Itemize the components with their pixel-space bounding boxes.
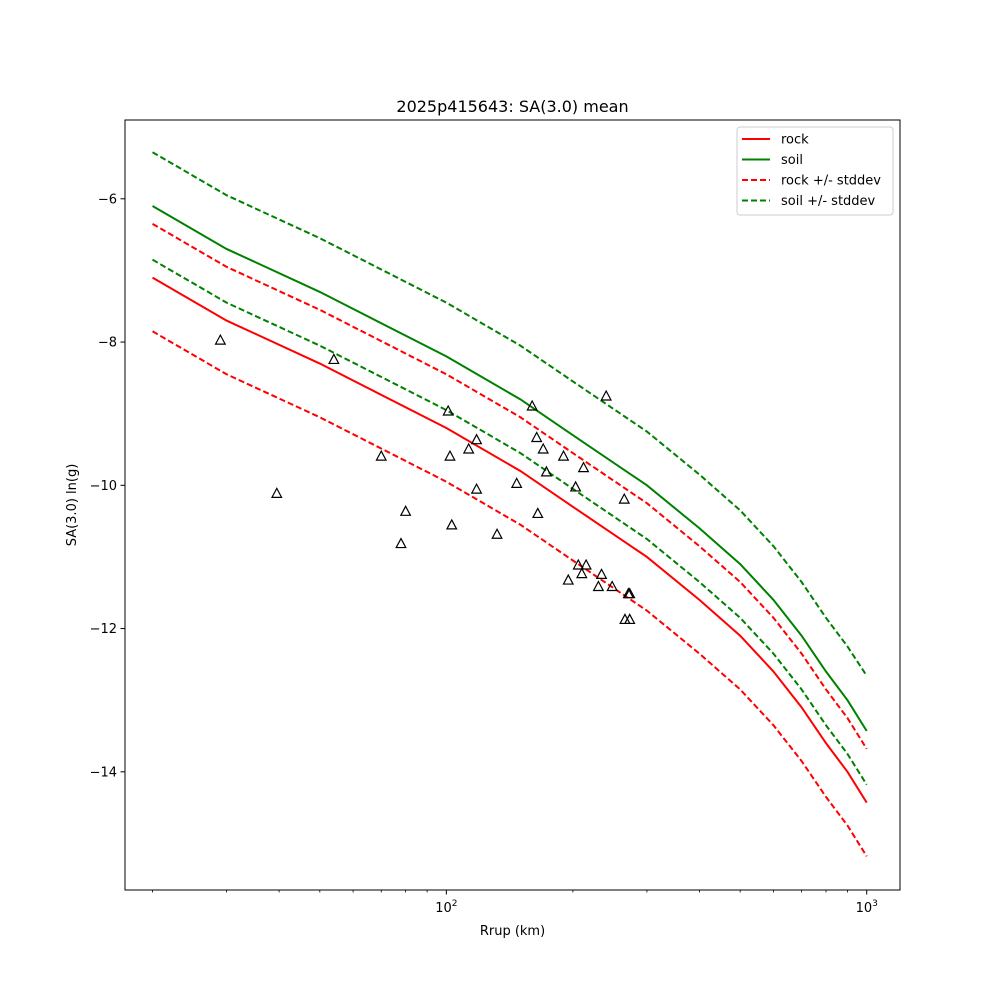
- x-tick-label: 103: [856, 899, 878, 916]
- legend-box: [736, 126, 894, 216]
- observation-triangle: [270, 487, 283, 498]
- observation-triangle: [540, 465, 553, 477]
- series-line-3: [152, 330, 868, 857]
- y-tick-label: −12: [90, 622, 117, 637]
- x-axis: 102 103: [152, 890, 878, 916]
- legend: rock soil rock +/- stddev soil +/- stddev: [736, 126, 894, 216]
- observation-triangle: [444, 449, 456, 461]
- y-tick-label: −8: [98, 336, 117, 351]
- observation-triangle: [399, 505, 412, 516]
- observation-triangle: [462, 442, 475, 454]
- observation-triangle: [562, 573, 575, 585]
- series-line-4: [152, 151, 868, 677]
- y-tick-label: −6: [98, 192, 117, 207]
- observation-triangle: [600, 389, 612, 401]
- observation-triangle: [530, 431, 543, 443]
- chart-title: 2025p415643: SA(3.0) mean: [396, 97, 628, 116]
- observation-triangle: [595, 568, 608, 579]
- series-line-0: [152, 276, 868, 804]
- legend-label: soil: [781, 153, 803, 168]
- series-layer: [152, 151, 868, 857]
- series-line-1: [152, 205, 868, 732]
- observation-triangle: [510, 477, 523, 488]
- observation-triangle: [592, 580, 605, 592]
- observation-triangle: [569, 480, 582, 492]
- observation-triangle: [395, 537, 407, 549]
- series-line-5: [152, 258, 868, 786]
- observation-triangle: [445, 518, 458, 530]
- observation-triangle: [491, 527, 503, 539]
- observation-triangle: [214, 333, 227, 345]
- observation-points: [214, 333, 636, 625]
- observation-triangle: [580, 558, 592, 570]
- series-line-2: [152, 222, 868, 750]
- observation-triangle: [557, 449, 570, 461]
- observation-triangle: [470, 433, 483, 445]
- y-axis-title: SA(3.0) ln(g): [65, 464, 80, 547]
- observation-triangle: [526, 399, 538, 411]
- observation-triangle: [623, 587, 636, 599]
- x-tick-label: 102: [435, 899, 457, 916]
- x-axis-title: Rrup (km): [480, 924, 545, 939]
- observation-triangle: [328, 353, 340, 365]
- observation-triangle: [576, 567, 588, 579]
- observation-triangle: [618, 492, 631, 504]
- plot-area-border: [124, 119, 901, 891]
- observation-triangle: [531, 507, 544, 519]
- legend-label: rock +/- stddev: [781, 174, 881, 189]
- observation-triangle: [537, 442, 550, 454]
- observation-triangle: [606, 580, 618, 592]
- legend-label: rock: [781, 133, 809, 148]
- observation-triangle: [375, 449, 388, 461]
- y-axis: −14 −12 −10 −8 −6: [90, 192, 125, 780]
- observation-triangle: [470, 482, 483, 494]
- legend-label: soil +/- stddev: [781, 194, 876, 209]
- observation-triangle: [577, 461, 590, 473]
- observation-triangle: [572, 558, 585, 570]
- plot-frame: [124, 119, 901, 891]
- observation-triangle: [442, 404, 454, 416]
- y-tick-label: −10: [90, 479, 117, 494]
- observation-triangle: [623, 613, 636, 625]
- y-tick-label: −14: [90, 765, 117, 780]
